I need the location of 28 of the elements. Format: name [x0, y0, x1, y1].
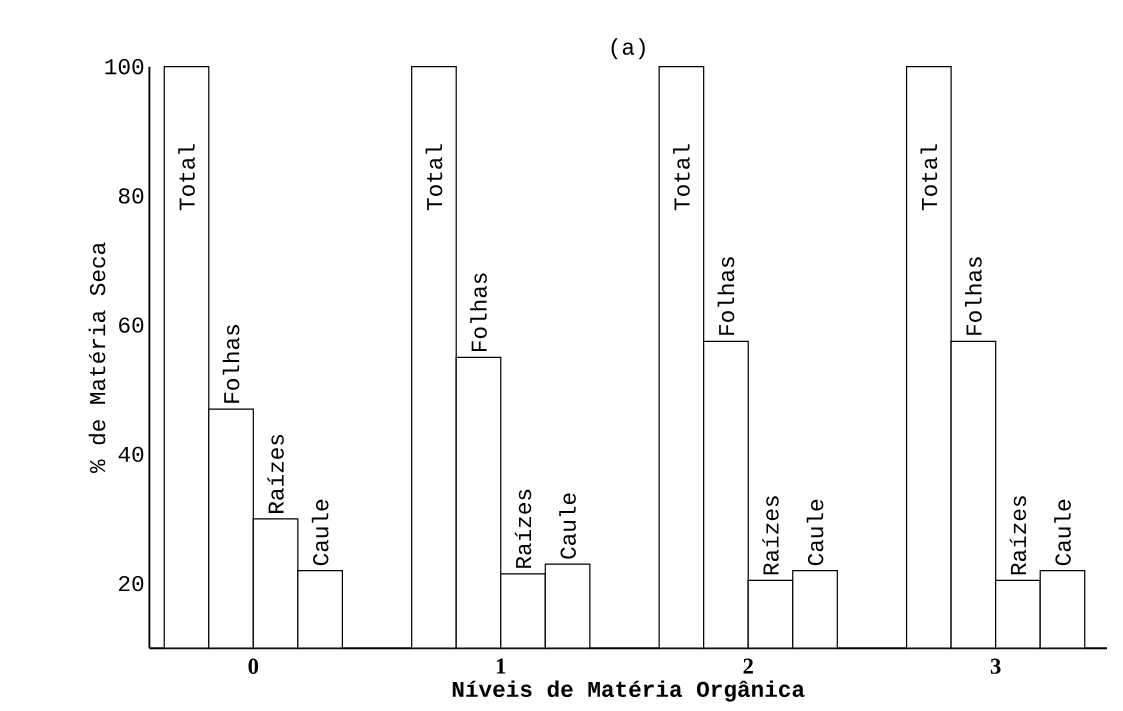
y-tick-label: 80 — [118, 188, 144, 204]
text: Raízes — [762, 496, 779, 575]
text: Raízes — [267, 435, 284, 513]
text: Caule — [806, 499, 824, 566]
text: Folhas — [470, 273, 487, 352]
text: Caule — [311, 499, 329, 566]
text: Folhas — [222, 325, 240, 403]
text: Raízes — [514, 489, 532, 568]
x-axis-title: Níveis de Matéria Orgânica — [452, 680, 805, 702]
text: Total — [920, 144, 938, 211]
series-label: Total — [673, 144, 690, 211]
x-tick-label: 2 — [743, 658, 753, 674]
y-tick-label: 60 — [119, 317, 144, 333]
x-tick-label: 3 — [990, 658, 1001, 674]
text: Caule — [1054, 499, 1071, 566]
chart-title: (a) — [611, 38, 645, 60]
text: Folhas — [965, 257, 982, 335]
x-tick-label: 0 — [248, 658, 259, 674]
text: Folhas — [717, 257, 735, 335]
y-tick-label: 20 — [119, 575, 144, 592]
x-tick-label: 1 — [496, 658, 506, 674]
text: Total — [178, 144, 195, 211]
y-tick-label: 100 — [105, 59, 144, 75]
text: Raízes — [1009, 496, 1027, 575]
text: Total — [425, 144, 443, 211]
y-tick-label: 40 — [118, 446, 144, 463]
text: Caule — [559, 493, 576, 559]
y-axis-title: % de Matéria Seca — [88, 242, 106, 474]
